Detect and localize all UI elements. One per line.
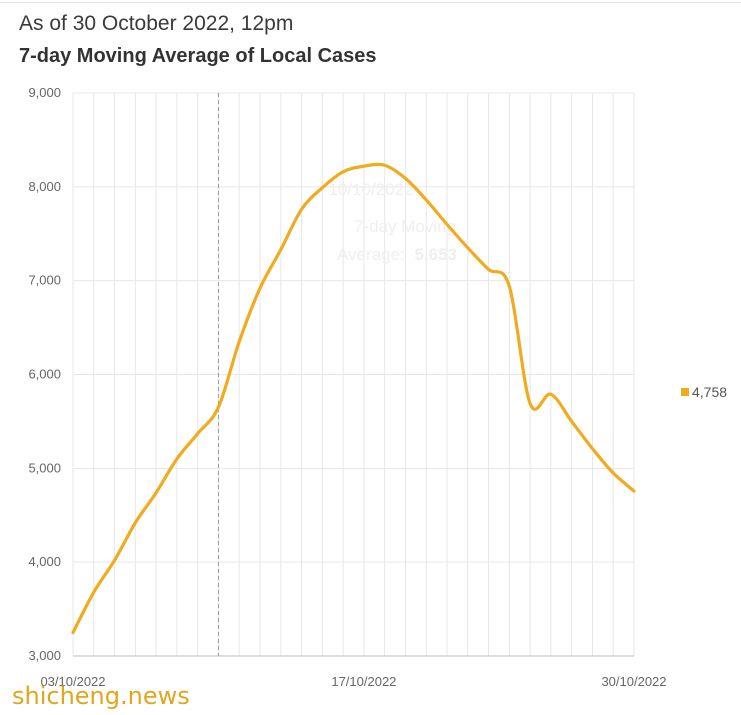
- x-tick-label: 30/10/2022: [601, 674, 666, 689]
- legend[interactable]: 4,758: [681, 384, 727, 400]
- y-tick-label: 8,000: [28, 179, 61, 194]
- chart-title: 7-day Moving Average of Local Cases: [19, 45, 377, 67]
- legend-swatch: [681, 388, 689, 396]
- y-tick-label: 6,000: [28, 367, 61, 382]
- x-tick-label: 17/10/2022: [331, 674, 396, 689]
- y-tick-label: 5,000: [28, 460, 61, 475]
- y-tick-label: 7,000: [28, 273, 61, 288]
- watermark-logo: shicheng.news: [12, 682, 190, 710]
- y-axis-tick-labels: 3,000 4,000 5,000 6,000 7,000 8,000 9,000: [28, 85, 61, 663]
- chart-subtitle: As of 30 October 2022, 12pm: [19, 12, 294, 35]
- y-tick-label: 9,000: [28, 85, 61, 100]
- top-divider: [0, 2, 741, 3]
- tooltip-label: 7-day Moving: [354, 217, 456, 236]
- x-axis-tick-labels: 03/10/2022 17/10/2022 30/10/2022: [40, 674, 666, 689]
- legend-value: 4,758: [692, 384, 727, 400]
- horizontal-gridlines: [73, 92, 634, 657]
- x-tick-label: 03/10/2022: [40, 674, 105, 689]
- tooltip-value-prefix: Average:: [337, 245, 405, 264]
- y-tick-label: 4,000: [28, 554, 61, 569]
- series-line: [71, 162, 636, 635]
- y-tick-label: 3,000: [28, 648, 61, 663]
- tooltip: 10/10/2022 7-day Moving Average: 5,653: [328, 180, 457, 264]
- tooltip-value-line: Average: 5,653: [337, 245, 457, 264]
- tooltip-value: 5,653: [414, 245, 457, 264]
- tooltip-date: 10/10/2022: [328, 180, 413, 199]
